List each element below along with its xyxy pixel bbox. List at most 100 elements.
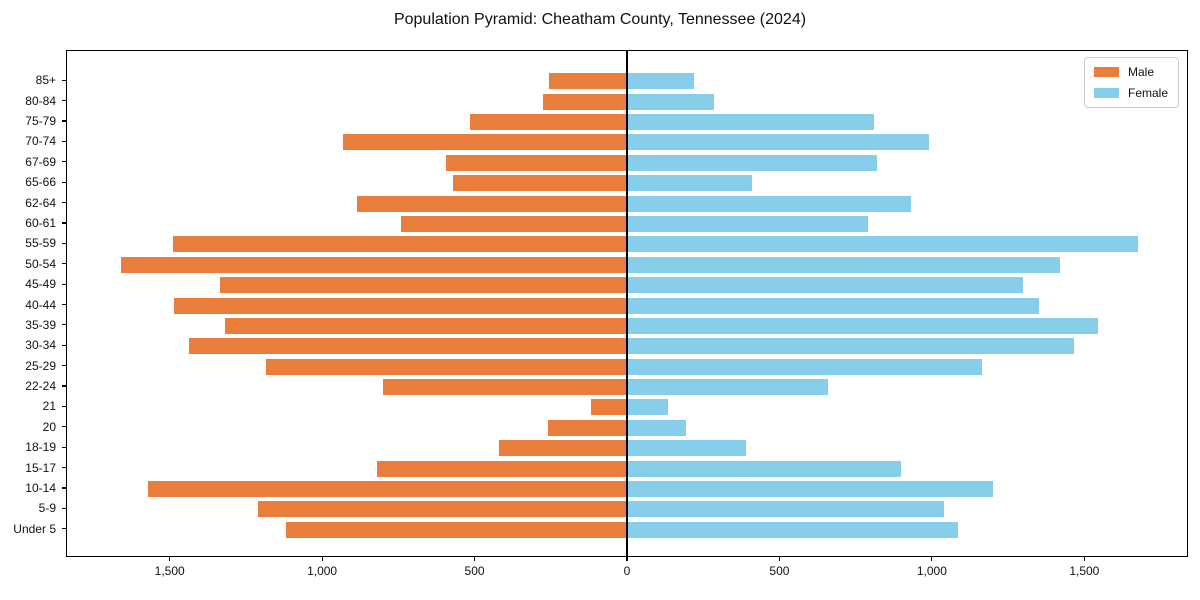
legend-label-female: Female <box>1127 86 1168 100</box>
y-axis-tick <box>62 405 66 408</box>
y-axis-tick <box>62 507 66 509</box>
male-bar <box>172 236 627 253</box>
y-axis-tick <box>62 263 66 265</box>
y-axis-label: 40-44 <box>25 297 56 312</box>
y-axis-tick <box>62 446 66 448</box>
x-axis-tick-label: 1,500 <box>154 564 185 578</box>
female-bar <box>627 317 1099 334</box>
y-axis-tick <box>62 161 66 163</box>
y-axis-tick <box>62 385 66 387</box>
female-bar <box>627 460 902 477</box>
female-bar <box>627 154 877 171</box>
female-bar <box>627 521 958 538</box>
y-axis-label: 10-14 <box>25 481 56 496</box>
male-bar <box>453 175 627 192</box>
female-bar <box>627 113 874 130</box>
male-bar <box>357 195 627 212</box>
male-bar <box>591 399 627 416</box>
female-bar <box>627 236 1138 253</box>
y-axis-label: 35-39 <box>25 317 56 332</box>
plot-area: Male Female <box>66 50 1188 557</box>
y-axis-label: 18-19 <box>25 440 56 455</box>
x-axis-tick <box>473 557 476 561</box>
male-bar <box>469 113 627 130</box>
legend-label-male: Male <box>1127 65 1154 79</box>
y-axis-label: 60-61 <box>25 215 56 230</box>
female-bar <box>627 501 945 518</box>
y-axis-tick <box>62 528 66 530</box>
female-bar <box>627 481 993 498</box>
female-swatch-icon <box>1093 88 1119 98</box>
y-axis-tick <box>62 303 66 306</box>
y-axis-label: Under 5 <box>13 521 56 536</box>
x-axis-tick-label: 0 <box>623 564 631 578</box>
female-bar <box>627 195 911 212</box>
x-axis-tick <box>778 557 781 561</box>
male-bar <box>285 521 627 538</box>
y-axis-tick <box>62 181 66 183</box>
y-axis-tick <box>62 344 66 346</box>
male-bar <box>543 93 627 110</box>
male-swatch-icon <box>1093 67 1119 77</box>
y-axis-label: 25-29 <box>25 358 56 373</box>
female-bar <box>627 175 752 192</box>
y-axis-tick <box>62 283 66 285</box>
y-axis-label: 45-49 <box>25 277 56 292</box>
x-axis-tick <box>169 557 171 561</box>
y-axis-tick <box>62 365 66 367</box>
male-bar <box>547 419 627 436</box>
male-bar <box>401 215 627 232</box>
y-axis-tick <box>62 467 66 469</box>
y-axis-tick <box>62 140 66 142</box>
male-bar <box>377 460 627 477</box>
legend: Male Female <box>1083 57 1179 108</box>
x-axis-tick-label: 500 <box>464 564 485 578</box>
chart-title: Population Pyramid: Cheatham County, Ten… <box>393 11 807 28</box>
y-axis-label: 85+ <box>35 73 56 88</box>
y-axis-tick <box>62 242 66 244</box>
y-axis-label: 70-74 <box>25 134 56 149</box>
y-axis-tick <box>62 201 66 204</box>
y-axis-tick <box>62 487 66 489</box>
y-axis-tick <box>62 120 66 122</box>
y-axis-label: 21 <box>42 399 56 414</box>
female-bar <box>627 297 1039 314</box>
y-axis-label: 50-54 <box>25 256 56 271</box>
zero-axis-line <box>626 51 628 556</box>
male-bar <box>120 256 627 273</box>
legend-item-female: Female <box>1093 86 1168 100</box>
x-axis-tick <box>626 557 628 561</box>
male-bar <box>258 501 627 518</box>
x-axis-tick-label: 1,000 <box>307 564 338 578</box>
male-bar <box>224 317 627 334</box>
x-axis-tick-label: 1,000 <box>916 564 947 578</box>
female-bar <box>627 399 668 416</box>
y-axis-tick <box>62 324 66 326</box>
x-axis-tick <box>321 557 323 561</box>
female-bar <box>627 134 929 151</box>
y-axis-tick <box>62 99 66 102</box>
female-bar <box>627 256 1060 273</box>
male-bar <box>189 338 627 355</box>
male-bar <box>498 440 627 457</box>
y-axis-label: 62-64 <box>25 195 56 210</box>
male-bar <box>549 73 627 90</box>
female-bar <box>627 379 829 396</box>
x-axis-tick-label: 500 <box>769 564 790 578</box>
legend-item-male: Male <box>1093 65 1168 79</box>
y-axis-label: 67-69 <box>25 154 56 169</box>
female-bar <box>627 73 695 90</box>
y-axis-label: 15-17 <box>25 460 56 475</box>
y-axis-label: 22-24 <box>25 379 56 394</box>
female-bar <box>627 277 1024 294</box>
female-bar <box>627 358 983 375</box>
y-axis-tick <box>62 79 66 81</box>
y-axis-label: 65-66 <box>25 175 56 190</box>
y-axis-label: 75-79 <box>25 113 56 128</box>
male-bar <box>445 154 627 171</box>
x-axis-tick-label: 1,500 <box>1069 564 1100 578</box>
y-axis-label: 30-34 <box>25 338 56 353</box>
y-axis-label: 55-59 <box>25 236 56 251</box>
female-bar <box>627 419 687 436</box>
